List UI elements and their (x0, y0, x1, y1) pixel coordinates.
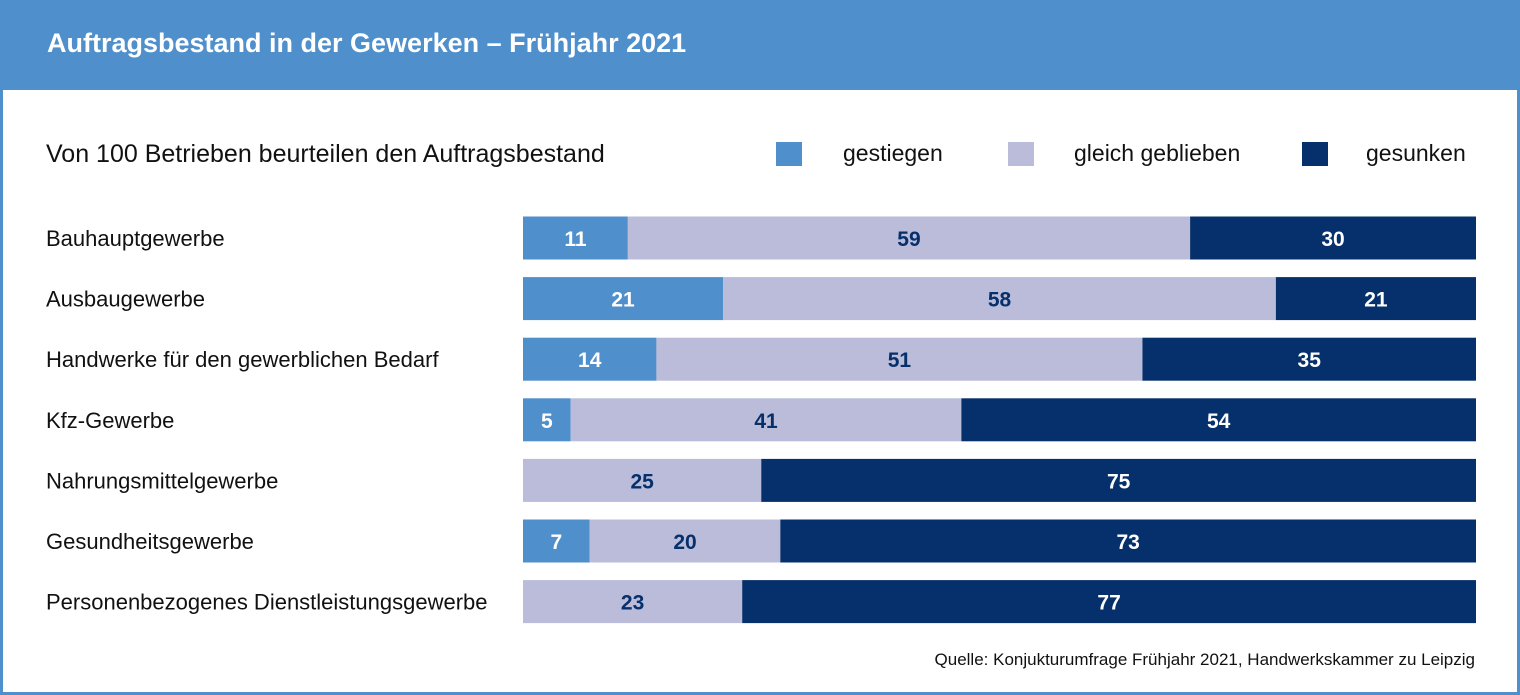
bar-ausbaugewerbe-gesunken (1275, 277, 1476, 321)
bar-kfz-gewerbe-gleich-geblieben (570, 398, 962, 442)
bar-ausbaugewerbe-gestiegen (523, 277, 724, 321)
data-label-nahrungsmittelgewerbe-gesunken: 75 (1107, 470, 1131, 493)
data-label-gesundheitsgewerbe-gesunken: 73 (1116, 531, 1139, 554)
data-label-kfz-gewerbe-gesunken: 54 (1207, 410, 1231, 433)
bar-kfz-gewerbe-gestiegen (523, 398, 571, 442)
category-label-kfz-gewerbe: Kfz-Gewerbe (46, 408, 174, 433)
data-label-bauhauptgewerbe-gestiegen: 11 (564, 228, 587, 251)
data-label-ausbaugewerbe-gestiegen: 21 (611, 289, 635, 312)
bar-bauhauptgewerbe-gestiegen (523, 216, 628, 260)
category-label-personenbezogenes-dienstleistungsgewerbe: Personenbezogenes Dienstleistungsgewerbe (46, 590, 488, 615)
category-label-bauhauptgewerbe: Bauhauptgewerbe (46, 226, 225, 251)
title-bar: Auftragsbestand in der Gewerken – Frühja… (0, 0, 1520, 90)
legend-label-gleich-geblieben: gleich geblieben (1074, 140, 1241, 166)
legend-swatch-gesunken (1302, 142, 1328, 166)
data-label-bauhauptgewerbe-gleich-geblieben: 59 (897, 228, 920, 251)
data-label-nahrungsmittelgewerbe-gleich-geblieben: 25 (630, 470, 654, 493)
bar-bauhauptgewerbe-gleich-geblieben (627, 216, 1191, 260)
data-label-handwerke-für-den-gewerblichen-bedarf-gleich-geblieben: 51 (888, 349, 912, 372)
data-label-kfz-gewerbe-gestiegen: 5 (541, 410, 553, 433)
data-label-ausbaugewerbe-gleich-geblieben: 58 (988, 289, 1012, 312)
source-note: Quelle: Konjukturumfrage Frühjahr 2021, … (934, 650, 1475, 669)
category-label-nahrungsmittelgewerbe: Nahrungsmittelgewerbe (46, 468, 278, 493)
legend-swatch-gleich-geblieben (1008, 142, 1034, 166)
data-label-gesundheitsgewerbe-gestiegen: 7 (551, 531, 563, 554)
bar-personenbezogenes-dienstleistungsgewerbe-gesunken (742, 580, 1476, 624)
chart-title: Auftragsbestand in der Gewerken – Frühja… (47, 28, 687, 58)
bar-gesundheitsgewerbe-gleich-geblieben (589, 519, 781, 563)
data-label-bauhauptgewerbe-gesunken: 30 (1321, 228, 1344, 251)
bar-ausbaugewerbe-gleich-geblieben (723, 277, 1276, 321)
legend-swatch-gestiegen (776, 142, 802, 166)
bar-kfz-gewerbe-gesunken (961, 398, 1476, 442)
legend-label-gestiegen: gestiegen (843, 140, 943, 166)
bar-nahrungsmittelgewerbe-gleich-geblieben (523, 458, 762, 502)
legend-label-gesunken: gesunken (1366, 140, 1466, 166)
data-label-personenbezogenes-dienstleistungsgewerbe-gleich-geblieben: 23 (621, 592, 644, 615)
chart-subtitle: Von 100 Betrieben beurteilen den Auftrag… (46, 140, 605, 168)
bar-handwerke-für-den-gewerblichen-bedarf-gestiegen (523, 337, 657, 381)
data-label-kfz-gewerbe-gleich-geblieben: 41 (754, 410, 778, 433)
data-label-ausbaugewerbe-gesunken: 21 (1364, 289, 1388, 312)
bar-nahrungsmittelgewerbe-gesunken (761, 458, 1476, 502)
bar-gesundheitsgewerbe-gesunken (780, 519, 1476, 563)
bar-bauhauptgewerbe-gesunken (1190, 216, 1476, 260)
data-label-personenbezogenes-dienstleistungsgewerbe-gesunken: 77 (1097, 592, 1120, 615)
data-label-gesundheitsgewerbe-gleich-geblieben: 20 (673, 531, 696, 554)
category-label-ausbaugewerbe: Ausbaugewerbe (46, 287, 205, 312)
bar-gesundheitsgewerbe-gestiegen (523, 519, 590, 563)
bar-handwerke-für-den-gewerblichen-bedarf-gleich-geblieben (656, 337, 1143, 381)
category-label-gesundheitsgewerbe: Gesundheitsgewerbe (46, 529, 254, 554)
data-label-handwerke-für-den-gewerblichen-bedarf-gestiegen: 14 (578, 349, 602, 372)
bar-personenbezogenes-dienstleistungsgewerbe-gleich-geblieben (523, 580, 743, 624)
category-label-handwerke-für-den-gewerblichen-bedarf: Handwerke für den gewerblichen Bedarf (46, 347, 439, 372)
data-label-handwerke-für-den-gewerblichen-bedarf-gesunken: 35 (1298, 349, 1322, 372)
bar-handwerke-für-den-gewerblichen-bedarf-gesunken (1142, 337, 1476, 381)
